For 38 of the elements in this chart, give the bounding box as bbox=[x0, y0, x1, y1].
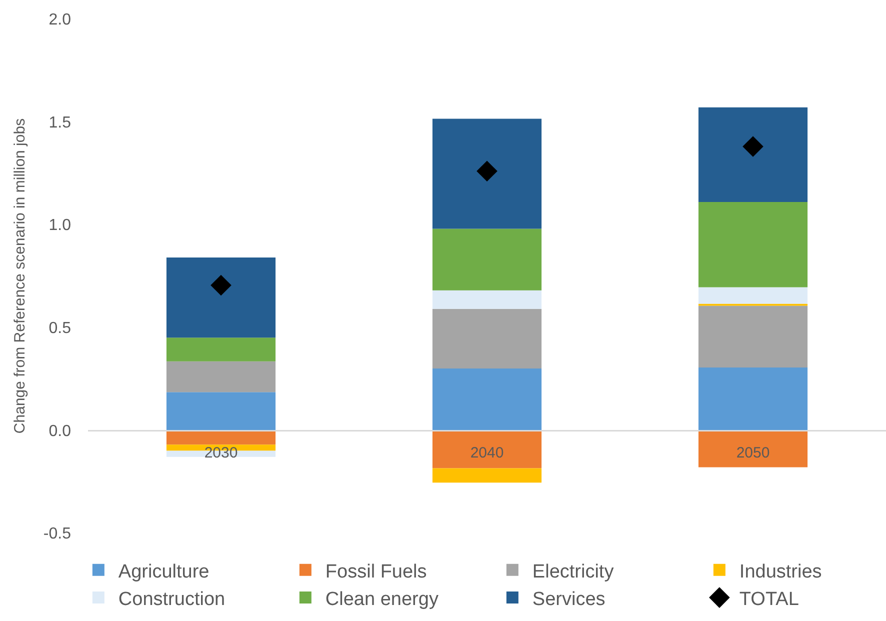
bar bbox=[432, 290, 542, 309]
bar bbox=[432, 468, 542, 483]
y-tick-label: 1.0 bbox=[48, 217, 72, 234]
legend-label: Industries bbox=[739, 561, 822, 582]
y-tick-label: 0.5 bbox=[48, 320, 72, 337]
bar bbox=[432, 430, 542, 468]
point bbox=[742, 136, 764, 157]
legend-label: Agriculture bbox=[118, 561, 210, 582]
y-tick-label: 1.5 bbox=[48, 114, 72, 132]
bar bbox=[166, 430, 276, 445]
bar bbox=[698, 107, 808, 202]
bar bbox=[166, 338, 276, 362]
bar bbox=[698, 287, 808, 304]
legend-label: Clean energy bbox=[325, 588, 439, 610]
bar bbox=[432, 228, 542, 290]
bar bbox=[432, 118, 542, 229]
bar bbox=[698, 367, 808, 430]
x-tick-label: 2040 bbox=[470, 444, 504, 462]
y-tick-label: 2.0 bbox=[48, 12, 72, 29]
legend-label: TOTAL bbox=[739, 588, 799, 610]
legend-label: Fossil Fuels bbox=[325, 561, 427, 582]
point bbox=[210, 274, 232, 296]
bar bbox=[432, 368, 542, 430]
legend-label: Construction bbox=[118, 588, 226, 610]
bar bbox=[432, 308, 542, 369]
point bbox=[476, 160, 498, 182]
bar bbox=[166, 258, 276, 338]
bar bbox=[698, 306, 808, 368]
bar bbox=[698, 202, 808, 288]
legend-label: Electricity bbox=[532, 561, 614, 582]
bar bbox=[166, 361, 276, 392]
y-tick-label: 0.0 bbox=[48, 422, 72, 440]
y-tick-label: -0.5 bbox=[43, 526, 72, 543]
bar bbox=[166, 392, 276, 430]
bar bbox=[698, 430, 808, 468]
y-axis-title: Change from Reference scenario in million jobs bbox=[12, 118, 29, 434]
legend-label: Services bbox=[532, 588, 606, 610]
x-tick-label: 2050 bbox=[736, 444, 770, 462]
